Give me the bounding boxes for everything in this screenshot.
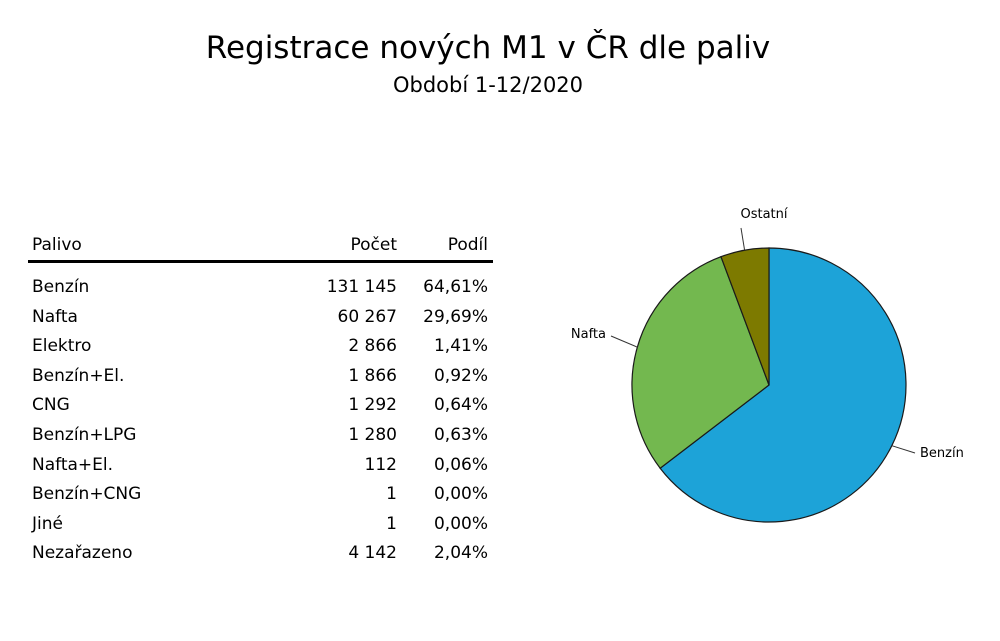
cell-count: 4 142 [348, 543, 397, 564]
pie-slice-nafta [631, 255, 770, 470]
cell-count: 1 292 [348, 395, 397, 416]
cell-count: 1 [386, 484, 397, 505]
cell-share: 1,41% [433, 336, 488, 357]
table-header: Palivo Počet Podíl [28, 230, 493, 263]
table-row: CNG 1 292 0,64% [28, 390, 493, 420]
table-row: Benzín+CNG 1 0,00% [28, 479, 493, 509]
cell-share: 64,61% [423, 277, 488, 297]
cell-fuel: Benzín+CNG [32, 484, 142, 505]
cell-fuel: Elektro [32, 336, 92, 357]
chart-title: Registrace nových M1 v ČR dle paliv [205, 30, 771, 66]
cell-fuel: Benzín [32, 277, 90, 297]
chart-subtitle: Období 1-12/2020 [392, 73, 584, 97]
cell-fuel: Nafta [32, 306, 78, 327]
fuel-table: Palivo Počet Podíl Benzín 131 145 64,61% N… [28, 230, 493, 568]
cell-fuel: CNG [32, 395, 70, 416]
header-pocet: Počet [350, 235, 397, 255]
pie-leader-line-ostatní [740, 227, 746, 251]
cell-share: 0,92% [433, 365, 488, 386]
pie-label-ostatní: Ostatní [740, 207, 787, 222]
cell-count: 2 866 [348, 336, 397, 357]
pie-slice-ostatní [720, 247, 770, 386]
pie-leader-line-nafta [610, 335, 638, 348]
pie-label-benzín: Benzín [920, 446, 964, 461]
cell-count: 1 [386, 513, 397, 534]
table-row: Nafta+El. 112 0,06% [28, 450, 493, 480]
cell-count: 1 866 [348, 365, 397, 386]
cell-share: 0,00% [433, 513, 488, 534]
cell-share: 0,06% [433, 454, 488, 475]
table-row: Nezařazeno 4 142 2,04% [28, 538, 493, 568]
table-row: Elektro 2 866 1,41% [28, 331, 493, 361]
header-palivo: Palivo [32, 235, 82, 255]
table-row: Nafta 60 267 29,69% [28, 302, 493, 332]
table-row: Benzín+LPG 1 280 0,63% [28, 420, 493, 450]
pie-label-nafta: Nafta [571, 327, 606, 342]
cell-fuel: Nezařazeno [32, 543, 133, 564]
header-podil: Podíl [447, 235, 488, 255]
cell-fuel: Jiné [32, 513, 63, 534]
table-row: Benzín 131 145 64,61% [28, 272, 493, 302]
cell-count: 112 [364, 454, 397, 475]
cell-count: 1 280 [348, 424, 397, 445]
cell-count: 131 145 [326, 277, 397, 297]
cell-share: 0,63% [433, 424, 488, 445]
cell-fuel: Benzín+LPG [32, 424, 137, 445]
table-row: Benzín+El. 1 866 0,92% [28, 361, 493, 391]
cell-share: 0,00% [433, 484, 488, 505]
cell-count: 60 267 [337, 306, 397, 327]
cell-share: 29,69% [423, 306, 488, 327]
cell-fuel: Benzín+El. [32, 365, 125, 386]
cell-share: 0,64% [433, 395, 488, 416]
pie-leader-line-benzín [891, 445, 916, 454]
cell-share: 2,04% [433, 543, 488, 564]
table-row: Jiné 1 0,00% [28, 509, 493, 539]
cell-fuel: Nafta+El. [32, 454, 114, 475]
table-body: Benzín 131 145 64,61% Nafta 60 267 29,69% El… [28, 263, 493, 568]
